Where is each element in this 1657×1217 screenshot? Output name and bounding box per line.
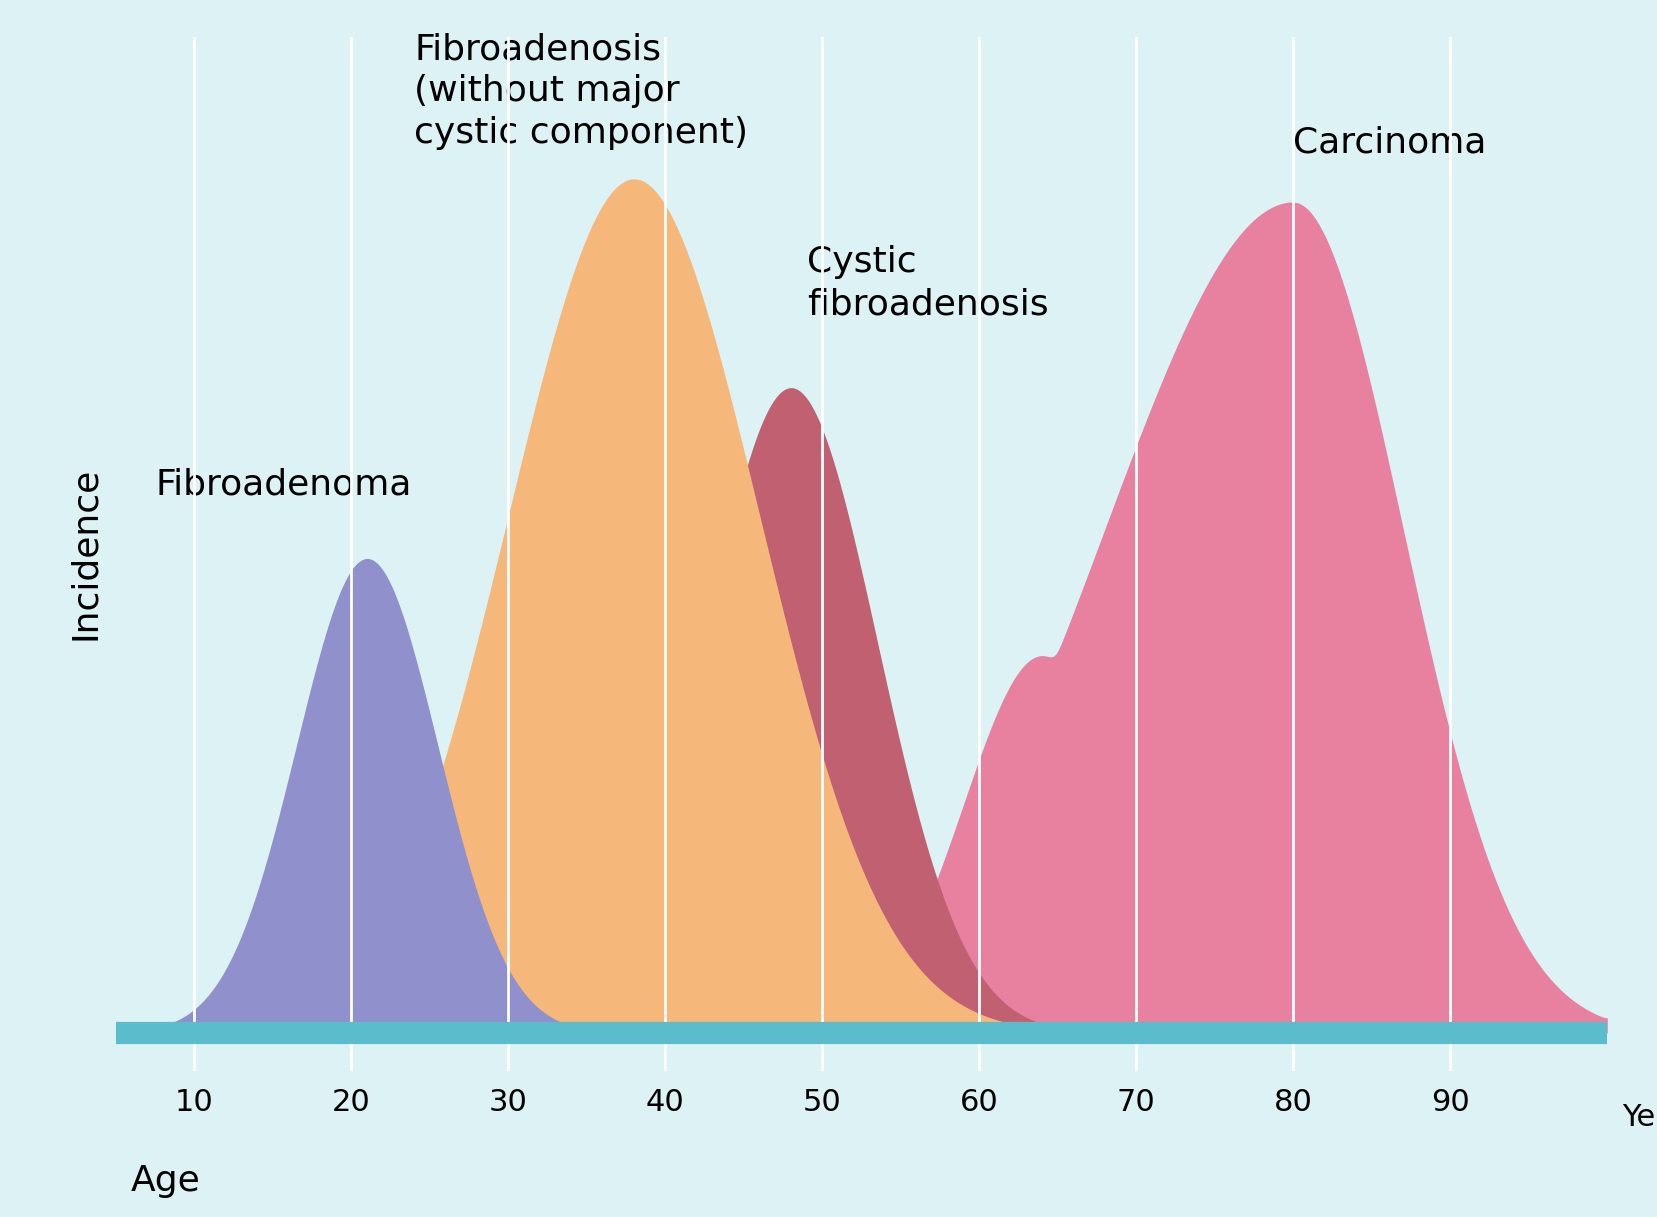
Text: Age: Age [131, 1163, 200, 1198]
Text: Carcinoma: Carcinoma [1294, 125, 1486, 159]
Text: Fibroadenoma: Fibroadenoma [156, 467, 411, 501]
Text: Cystic
fibroadenosis: Cystic fibroadenosis [807, 245, 1049, 321]
Text: Fibroadenosis
(without major
cystic component): Fibroadenosis (without major cystic comp… [414, 32, 749, 151]
Y-axis label: Incidence: Incidence [68, 467, 103, 640]
Text: Years: Years [1622, 1103, 1657, 1132]
